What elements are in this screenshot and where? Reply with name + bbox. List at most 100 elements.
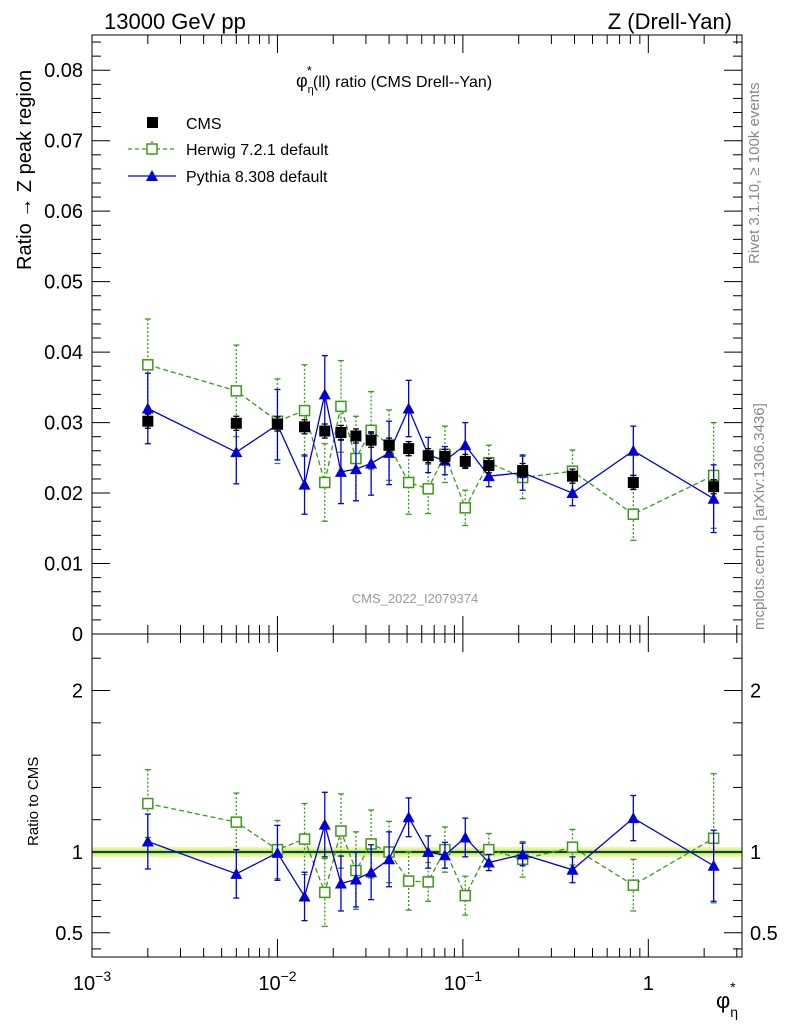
herwig-ratio-point — [230, 816, 243, 828]
herwig-ratio-point — [402, 875, 415, 887]
pythia-ratio-point — [349, 873, 362, 885]
pythia-point — [707, 492, 720, 504]
pythia-ratio-point — [271, 846, 284, 858]
herwig-point — [459, 502, 472, 514]
pythia-ratio-point — [566, 863, 579, 875]
x-tick-label: 10−1 — [444, 968, 482, 995]
pythia-ratio-point — [516, 848, 529, 860]
cms-point — [230, 417, 242, 429]
cms-point — [517, 465, 529, 477]
cms-point — [439, 450, 451, 462]
pythia-ratio-point — [402, 811, 415, 823]
herwig-ratio-point — [566, 841, 579, 853]
y-tick-label: 0.01 — [44, 554, 83, 576]
rivet-label: Rivet 3.1.10, ≥ 100k events — [746, 82, 763, 264]
herwig-point — [627, 508, 640, 520]
pythia-ratio-point — [365, 866, 378, 878]
ratio-tick-label-right: 0.5 — [750, 923, 778, 945]
process-label: Z (Drell-Yan) — [608, 9, 732, 34]
herwig-point — [319, 476, 331, 489]
pythia-line — [147, 394, 714, 500]
pythia-point — [334, 465, 347, 477]
plot-title-rest: (ll) ratio (CMS Drell--Yan) — [313, 74, 492, 91]
pythia-ratio-line — [147, 815, 714, 899]
pythia-ratio-point — [334, 877, 347, 889]
pythia-point — [402, 402, 415, 414]
x-tick-exponent: −3 — [95, 968, 111, 984]
pythia-ratio-point — [627, 812, 640, 824]
legend-pythia-label: Pythia 8.308 default — [186, 169, 328, 186]
cms-point — [271, 418, 283, 430]
cms-point — [627, 476, 639, 488]
y-tick-label: 0.06 — [44, 201, 83, 223]
pythia-point — [459, 439, 472, 451]
legend-herwig-marker — [146, 143, 158, 155]
pythia-point — [349, 463, 362, 475]
y-tick-label: 0.08 — [44, 60, 83, 82]
pythia-point — [482, 470, 495, 482]
legend-pythia-marker — [146, 170, 158, 181]
mcplots-label: mcplots.cern.ch [arXiv:1306.3436] — [751, 403, 768, 630]
x-tick-base: 10 — [258, 973, 280, 995]
herwig-ratio-point — [627, 879, 640, 891]
x-tick-label: 1 — [643, 973, 654, 995]
cms-point — [299, 421, 311, 433]
herwig-ratio-point — [298, 833, 311, 845]
pythia-ratio-point — [230, 867, 243, 879]
cms-point — [566, 470, 578, 482]
main-plot — [141, 318, 720, 541]
ratio-plot — [92, 769, 742, 927]
herwig-point — [335, 400, 347, 413]
pythia-ratio-point — [707, 859, 720, 871]
cms-point — [350, 430, 362, 442]
ratio-tick-label: 1 — [72, 842, 83, 864]
legend-cms-marker — [147, 117, 158, 128]
pythia-point — [318, 388, 331, 400]
herwig-ratio-point — [319, 886, 331, 899]
x-axis-title-phi: φ — [716, 988, 730, 1013]
legend: CMS Herwig 7.2.1 default Pythia 8.308 de… — [128, 116, 329, 186]
pythia-ratio-point — [383, 853, 396, 865]
pythia-ratio-point — [422, 846, 435, 858]
analysis-watermark: CMS_2022_I2079374 — [352, 591, 479, 606]
pythia-ratio-point — [141, 835, 154, 847]
herwig-ratio-point — [142, 797, 154, 810]
plot-title: φη *(ll) ratio (CMS Drell--Yan) — [296, 63, 492, 96]
x-axis-title: φη * — [716, 979, 738, 1020]
y-tick-label: 0 — [72, 624, 83, 646]
cms-point — [383, 439, 395, 451]
pythia-point — [365, 457, 378, 469]
x-tick-label: 10−3 — [73, 968, 111, 995]
ratio-tick-label: 2 — [72, 681, 83, 703]
x-tick-base: 10 — [444, 973, 466, 995]
ratio-tick-label: 0.5 — [55, 923, 83, 945]
x-axis-title-sub: η — [730, 1004, 738, 1020]
y-tick-label: 0.07 — [44, 131, 83, 153]
legend-herwig-label: Herwig 7.2.1 default — [186, 142, 329, 159]
y-tick-label: 0.02 — [44, 483, 83, 505]
plot-title-phi: φ — [296, 71, 308, 91]
cms-point — [708, 481, 720, 493]
ratio-frame — [91, 633, 743, 958]
plot-title-sup: * — [307, 63, 312, 78]
axes: 10−3 10−2 10−1 100.010.020.030.040.050.060.… — [44, 34, 778, 995]
y-tick-label: 0.05 — [44, 272, 83, 294]
herwig-point — [298, 404, 311, 417]
herwig-point — [142, 359, 154, 371]
cms-point — [422, 450, 434, 462]
pythia-point — [566, 487, 579, 499]
herwig-ratio-point — [335, 825, 347, 837]
herwig-ratio-point — [459, 889, 472, 902]
legend-cms-label: CMS — [186, 116, 222, 133]
pythia-point — [230, 446, 243, 458]
pythia-ratio-point — [298, 890, 311, 902]
ratio-tick-label-right: 2 — [750, 681, 761, 703]
cms-point — [335, 426, 347, 438]
cms-point — [459, 455, 471, 467]
ratio-tick-label-right: 1 — [750, 842, 761, 864]
cms-point — [142, 415, 154, 427]
pythia-ratio-point — [438, 849, 451, 861]
energy-label: 13000 GeV pp — [104, 9, 246, 34]
